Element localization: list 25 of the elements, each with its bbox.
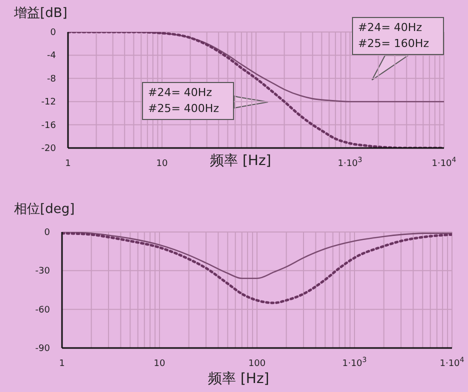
y-tick-label: -90 [35,344,50,354]
y-tick-label: -8 [47,74,56,84]
x-tick-label: 10 [154,359,166,369]
x-tick-label: 1·10$^{4}$ [440,356,465,369]
y-axis-title: 增益[dB] [14,5,68,22]
y-tick-label: -12 [41,98,56,108]
y-tick-label: 0 [44,228,50,238]
y-tick-label: -30 [35,266,50,277]
x-tick-label: 100 [248,359,266,369]
y-tick-label: -60 [35,305,50,316]
x-tick-label: 1·10$^{3}$ [338,156,362,169]
y-axis-title: 相位[deg] [14,201,75,218]
x-tick-label: 1·10$^{3}$ [342,356,367,369]
annotation: #24= 40Hz #25= 400Hz [142,82,234,120]
y-tick-label: -20 [41,144,56,154]
x-tick-label: 1 [59,359,65,369]
x-tick-label: 1 [65,159,71,169]
y-tick-label: -4 [47,51,56,62]
x-tick-label: 10 [156,159,168,169]
annotation: #24= 40Hz #25= 160Hz [352,17,444,55]
x-tick-label: 1·10$^{4}$ [432,156,457,169]
x-axis-title: 频率 [Hz] [208,370,270,388]
x-axis-title: 频率 [Hz] [210,152,272,170]
y-tick-label: -16 [41,120,56,131]
y-tick-label: 0 [50,28,56,38]
